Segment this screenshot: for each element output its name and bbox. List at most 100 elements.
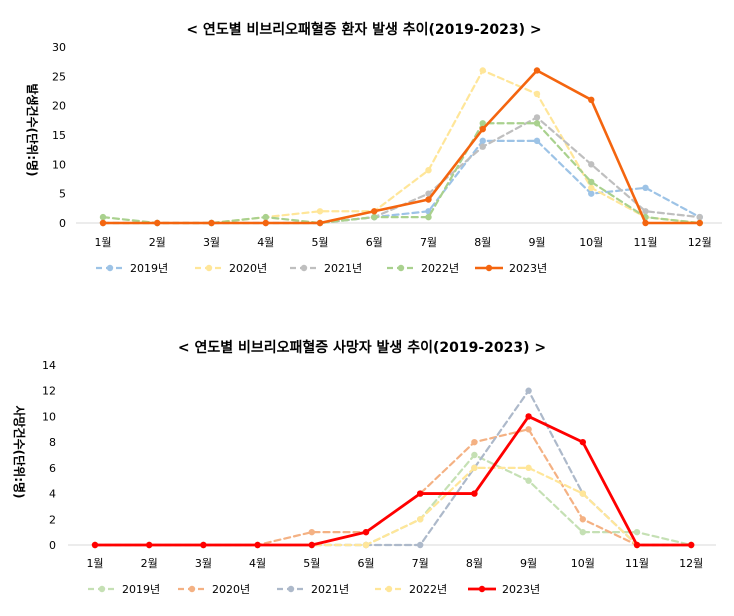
chart1-data-point — [99, 213, 107, 221]
chart2-x-tick-label: 6월 — [357, 557, 374, 570]
chart2-data-point — [471, 464, 478, 472]
chart2-data-point — [633, 541, 641, 549]
chart1-x-tick-label: 5월 — [311, 236, 328, 249]
chart1-data-point — [533, 137, 541, 145]
chart2-legend-item: 2021년 — [277, 583, 349, 596]
chart1-data-point — [316, 208, 324, 215]
chart1-data-point — [371, 208, 378, 215]
chart1-data-point — [696, 213, 703, 221]
chart2-series-line — [93, 389, 693, 547]
chart2-data-point — [525, 387, 532, 394]
chart1-legend-marker — [300, 264, 308, 272]
chart2-x-tick-label: 2월 — [141, 557, 158, 570]
chart2-ylabel: 사망건수(단위:명) — [12, 405, 27, 498]
chart2-data-point — [254, 541, 261, 549]
chart2-x-tick-label: 10월 — [571, 557, 595, 570]
chart2-data-point — [200, 541, 207, 549]
chart2-y-tick-label: 8 — [49, 436, 56, 449]
chart2-data-point — [146, 541, 153, 549]
chart2-legend-item: 2019년 — [88, 583, 160, 596]
chart1-legend-marker — [397, 264, 405, 272]
chart1-x-tick-label: 11월 — [633, 236, 657, 249]
chart1-data-point — [588, 96, 595, 104]
chart2-legend-marker — [478, 585, 486, 593]
chart2-x-tick-label: 5월 — [303, 557, 320, 570]
chart2-data-point — [417, 516, 424, 523]
chart2-series-line — [93, 415, 693, 547]
chart2-data-point — [579, 516, 586, 523]
chart1-x-tick-label: 1월 — [94, 236, 111, 249]
chart2-series-2023년 — [91, 413, 695, 549]
chart1-ylabel: 발생건수(단위:명) — [25, 83, 40, 176]
chart1-data-point — [479, 120, 486, 127]
chart1-data-point — [425, 190, 432, 197]
chart1-data-point — [479, 143, 486, 150]
chart1-legend-label: 2021년 — [324, 262, 362, 275]
chart2-data-point — [633, 528, 641, 536]
chart2-data-point — [362, 541, 370, 549]
chart1-legend-label: 2019년 — [130, 262, 168, 275]
chart2-data-point — [525, 413, 532, 420]
chart2-legend-label: 2021년 — [311, 583, 349, 596]
chart1-series-2022년 — [99, 120, 703, 227]
chart1-x-tick-label: 4월 — [257, 236, 274, 249]
chart2-data-point — [579, 438, 586, 446]
chart2-legend-marker — [188, 585, 196, 593]
chart1-data-point — [533, 67, 541, 74]
chart2-data-point — [525, 477, 532, 484]
chart1-series-line — [101, 69, 701, 225]
chart2-series-line — [93, 428, 693, 547]
chart2-data-point — [417, 490, 424, 497]
chart1-series-line — [101, 69, 702, 225]
chart1-data-point — [208, 219, 215, 227]
chart2-data-point — [579, 490, 586, 497]
chart2-x-tick-label: 7월 — [412, 557, 429, 570]
chart2-y-tick-label: 6 — [49, 462, 56, 475]
chart2-legend-label: 2020년 — [212, 583, 250, 596]
chart1-x-tick-label: 2월 — [149, 236, 166, 249]
chart1-data-point — [642, 219, 649, 227]
chart2-legend: 2019년 2020년 2021년 2022년 2023년 — [88, 583, 540, 596]
chart2-y-tick-label: 0 — [49, 539, 56, 552]
chart1-data-point — [425, 167, 432, 174]
chart1-data-point — [588, 184, 595, 191]
chart1-data-point — [479, 67, 486, 74]
chart2-data-point — [362, 528, 370, 536]
chart2-series-group — [91, 387, 695, 549]
chart2-y-tick-label: 4 — [49, 488, 56, 501]
chart2-axes: 0 2 4 6 8 10 12 14 1월 2월 3월 4월 5월 6월 7월 8월 9월 10월 11월 12월 — [42, 359, 716, 570]
chart2-y-tick-label: 14 — [42, 359, 56, 372]
chart1-data-point — [642, 184, 649, 191]
chart1-legend-label: 2022년 — [421, 262, 459, 275]
chart2-data-point — [471, 451, 478, 459]
chart1-y-tick-label: 15 — [52, 129, 66, 142]
chart1-y-tick-label: 20 — [52, 100, 66, 113]
chart1-x-tick-label: 6월 — [366, 236, 383, 249]
chart1-series-group — [99, 67, 703, 227]
chart2-y-tick-label: 10 — [42, 410, 56, 423]
chart1-data-point — [533, 90, 541, 98]
chart1-title: < 연도별 비브리오패혈증 환자 발생 추이(2019-2023) > — [186, 21, 541, 38]
chart1-data-point — [479, 137, 486, 145]
chart2-data-point — [471, 490, 478, 497]
chart1-data-point — [316, 219, 324, 227]
chart2-series-2021년 — [91, 387, 695, 549]
chart2-data-point — [579, 528, 586, 536]
chart1-data-point — [425, 213, 432, 221]
chart2-legend-label: 2019년 — [122, 583, 160, 596]
chart2-legend-item: 2020년 — [178, 583, 250, 596]
chart1-legend-marker — [205, 264, 213, 272]
chart2-data-point — [525, 426, 532, 433]
chart1-data-point — [642, 208, 649, 215]
chart2-x-tick-label: 11월 — [625, 557, 649, 570]
chart1-data-point — [588, 178, 595, 186]
chart2-legend-label: 2023년 — [502, 583, 540, 596]
chart1-series-2023년 — [99, 67, 703, 227]
chart1-data-point — [588, 190, 595, 197]
chart1-x-tick-label: 8월 — [474, 236, 491, 249]
chart1-data-point — [371, 213, 378, 221]
chart1-legend-label: 2023년 — [509, 262, 547, 275]
chart1-data-point — [99, 219, 107, 227]
chart2-data-point — [471, 438, 478, 446]
chart1-data-point — [533, 114, 541, 121]
